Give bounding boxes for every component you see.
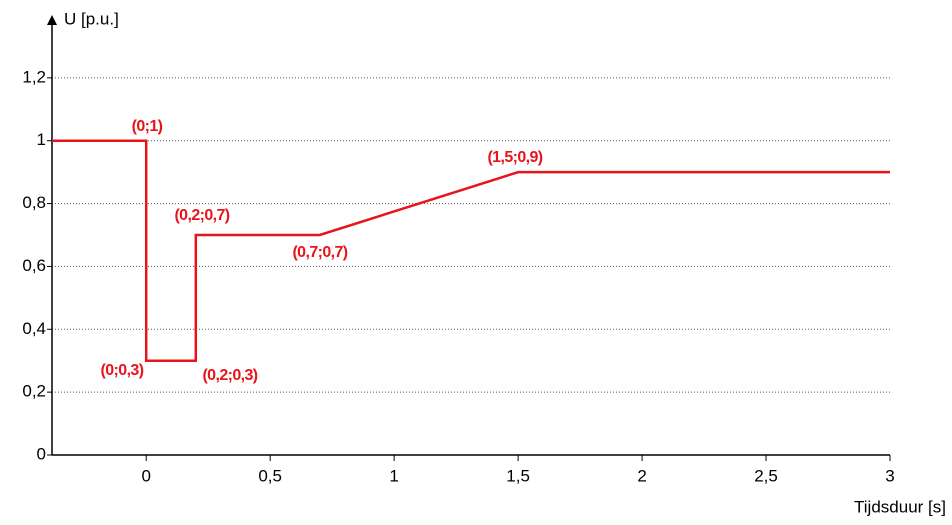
x-tick-label: 1 (389, 466, 398, 485)
x-tick-label: 1,5 (506, 466, 530, 485)
x-tick-label: 0 (141, 466, 150, 485)
y-tick-label: 0,8 (22, 193, 46, 212)
y-axis-title: U [p.u.] (64, 9, 119, 28)
y-tick-label: 0,6 (22, 256, 46, 275)
data-line (52, 139, 890, 362)
point-label: (0;0,3) (101, 362, 144, 379)
point-label: (0,2;0,7) (174, 207, 229, 224)
x-tick-label: 0,5 (258, 466, 282, 485)
point-label: (0,2;0,3) (202, 367, 257, 384)
y-tick-label: 1 (37, 130, 46, 149)
x-axis-title: Tijdsduur [s] (854, 497, 946, 516)
x-tick-label: 2,5 (754, 466, 778, 485)
point-label: (0;1) (132, 118, 163, 135)
point-label: (1,5;0,9) (487, 149, 542, 166)
x-tick-label: 3 (885, 466, 894, 485)
y-tick-label: 0 (37, 444, 46, 463)
y-tick-label: 0,4 (22, 319, 46, 338)
x-tick-label: 2 (637, 466, 646, 485)
y-tick-label: 0,2 (22, 382, 46, 401)
point-label: (0,7;0,7) (292, 244, 347, 261)
y-axis-arrow (47, 15, 57, 25)
y-tick-label: 1,2 (22, 67, 46, 86)
